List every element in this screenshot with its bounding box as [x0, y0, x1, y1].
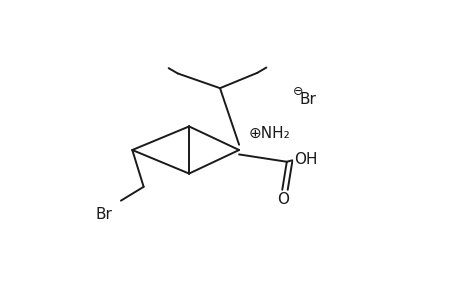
- Text: O: O: [277, 192, 289, 207]
- Text: OH: OH: [294, 152, 317, 166]
- Text: ⊖: ⊖: [292, 85, 302, 98]
- Text: Br: Br: [95, 207, 112, 222]
- Text: ⊕NH₂: ⊕NH₂: [248, 126, 290, 141]
- Text: Br: Br: [298, 92, 315, 107]
